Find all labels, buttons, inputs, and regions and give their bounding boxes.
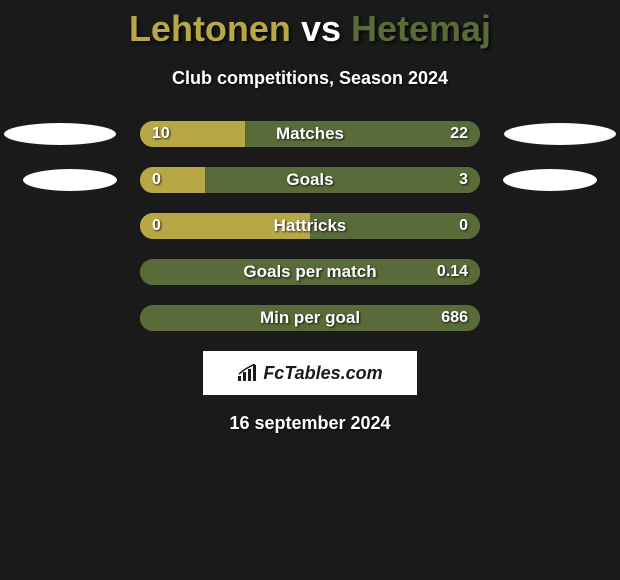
bar-track: Goals per match 0.14 [140, 259, 480, 285]
stat-row: Goals 0 3 [0, 167, 620, 193]
subtitle: Club competitions, Season 2024 [0, 68, 620, 89]
title-player1: Lehtonen [129, 8, 291, 49]
value-left: 0 [152, 171, 161, 189]
bar-left [140, 167, 205, 193]
bar-label: Min per goal [260, 308, 360, 328]
stat-rows: Matches 10 22 Goals 0 3 Hattricks 0 0 Goals per m… [0, 121, 620, 331]
title-player2: Hetemaj [351, 8, 491, 49]
bar-label: Goals [286, 170, 333, 190]
bar-right [205, 167, 480, 193]
value-left: 0 [152, 217, 161, 235]
value-right: 686 [441, 309, 468, 327]
logo: FcTables.com [237, 363, 382, 384]
stat-row: Min per goal 686 [0, 305, 620, 331]
bar-track: Hattricks 0 0 [140, 213, 480, 239]
bar-track: Matches 10 22 [140, 121, 480, 147]
bar-track: Min per goal 686 [140, 305, 480, 331]
page-title: Lehtonen vs Hetemaj [0, 0, 620, 50]
value-left: 10 [152, 125, 170, 143]
ellipse-left [23, 169, 117, 191]
title-vs: vs [301, 8, 341, 49]
bar-label: Hattricks [274, 216, 347, 236]
value-right: 0 [459, 217, 468, 235]
ellipse-right [504, 123, 616, 145]
stat-row: Matches 10 22 [0, 121, 620, 147]
bar-label: Matches [276, 124, 344, 144]
logo-text: FcTables.com [263, 363, 382, 384]
stat-row: Goals per match 0.14 [0, 259, 620, 285]
bar-track: Goals 0 3 [140, 167, 480, 193]
bar-label: Goals per match [243, 262, 376, 282]
chart-icon [237, 364, 259, 382]
ellipse-right [503, 169, 597, 191]
value-right: 3 [459, 171, 468, 189]
date: 16 september 2024 [0, 413, 620, 434]
value-right: 22 [450, 125, 468, 143]
ellipse-left [4, 123, 116, 145]
value-right: 0.14 [437, 263, 468, 281]
stat-row: Hattricks 0 0 [0, 213, 620, 239]
logo-box[interactable]: FcTables.com [203, 351, 417, 395]
